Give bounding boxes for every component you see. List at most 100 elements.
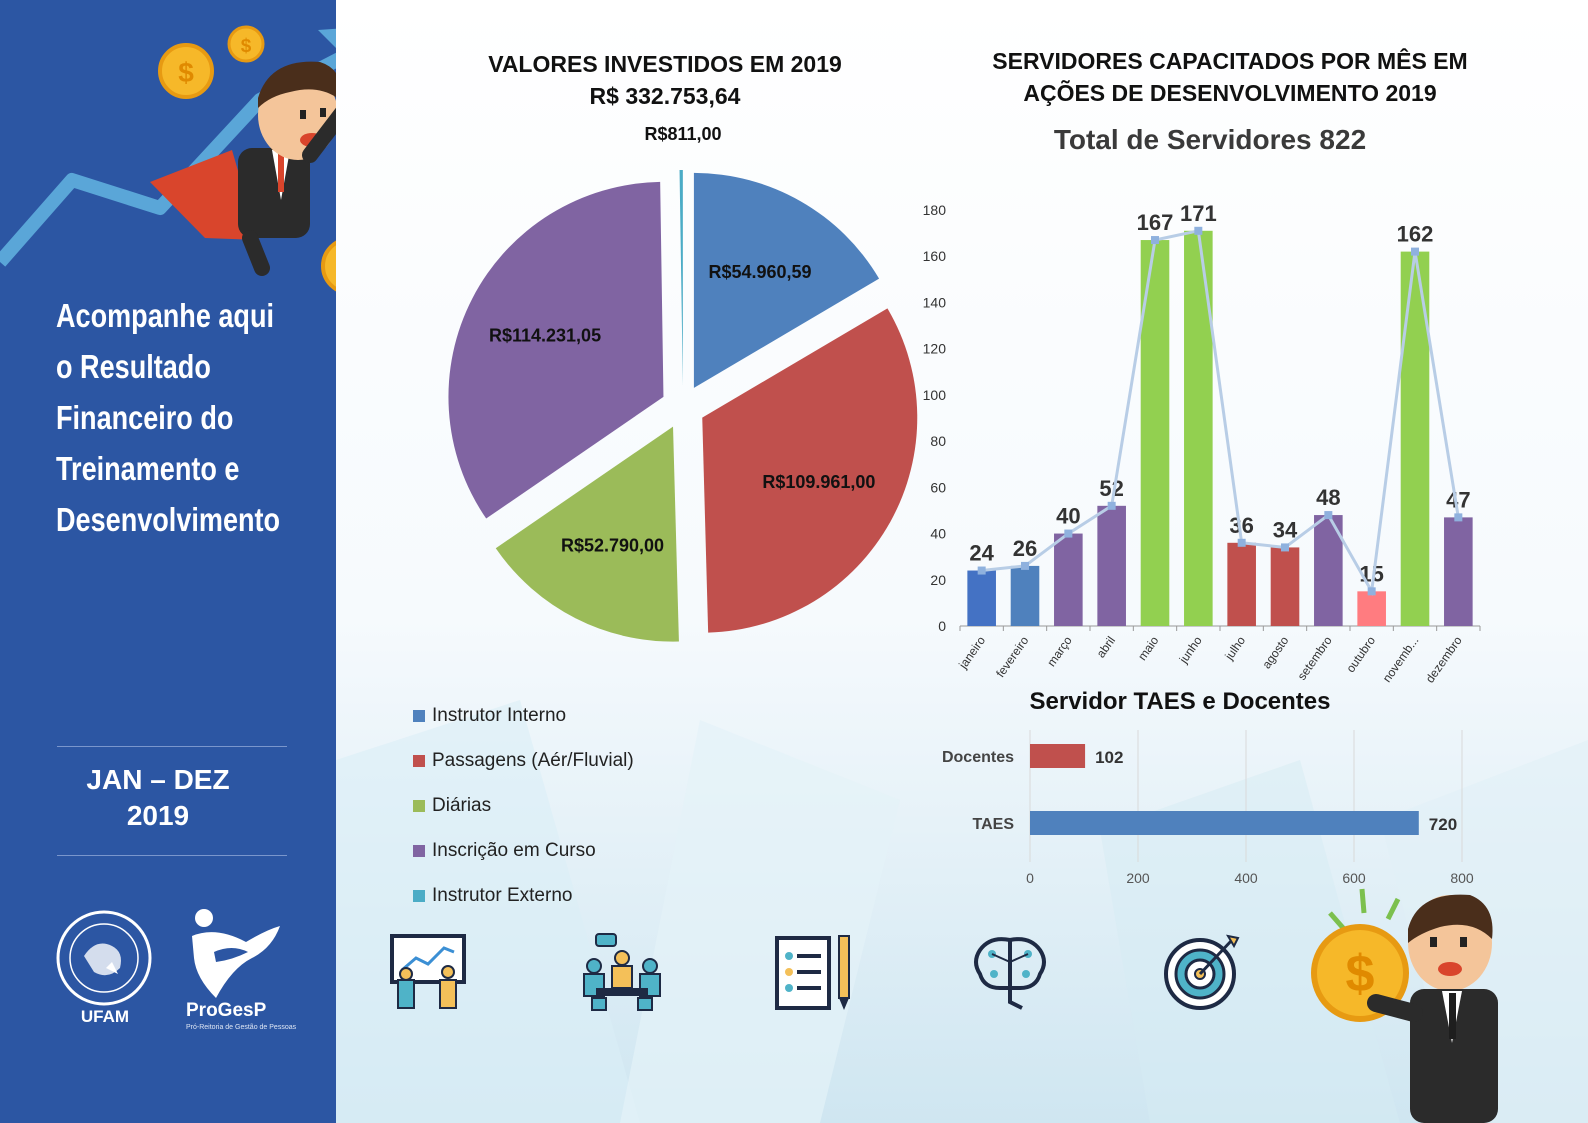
x-tick-label: julho: [1222, 633, 1249, 663]
x-tick-label: 0: [1026, 870, 1034, 886]
svg-text:$: $: [178, 57, 194, 88]
bar-title-line: SERVIDORES CAPACITADOS POR MÊS EM: [992, 48, 1468, 74]
headline-line: Treinamento e: [56, 450, 240, 487]
ufam-logo-label: UFAM: [80, 1007, 130, 1026]
legend-swatch: [413, 889, 425, 902]
x-tick-label: 600: [1342, 870, 1366, 886]
pie-chart: R$54.960,59 R$109.961,00 R$52.790,00 R$114.…: [448, 124, 918, 642]
line-marker: [1411, 247, 1419, 256]
pie-data-label: R$54.960,59: [708, 262, 811, 282]
total-label: Total de Servidores: [1053, 124, 1312, 155]
bar-data-label: 167: [1137, 210, 1174, 235]
pie-data-label: R$109.961,00: [762, 472, 875, 492]
bar: [1184, 230, 1213, 627]
y-tick-label: 20: [930, 572, 946, 588]
legend-swatch: [413, 844, 425, 857]
bar-data-label: 26: [1013, 536, 1037, 561]
series-line: [981, 228, 1460, 596]
legend-swatch: [413, 709, 425, 722]
bar: [1227, 542, 1256, 626]
pie-slice: [679, 170, 683, 386]
legend-item: Inscrição em Curso: [413, 828, 634, 873]
total-servers: Total de Servidores 822: [1000, 124, 1420, 156]
total-value: 822: [1319, 124, 1367, 155]
x-tick-label: fevereiro: [993, 633, 1031, 680]
bar-data-label: 48: [1316, 485, 1340, 510]
x-tick-label: outubro: [1343, 633, 1378, 675]
line-marker: [1064, 529, 1073, 538]
superhero-businessman-icon: [150, 61, 336, 276]
bar: [1010, 565, 1040, 626]
line-marker: [1107, 501, 1116, 510]
bar: [1357, 591, 1386, 626]
legend-label: Instrutor Interno: [432, 704, 567, 726]
progesp-logo-subtitle: Pró-Reitoria de Gestão de Pessoas: [186, 1024, 297, 1031]
brain-circuit-icon: [974, 937, 1046, 1010]
bar-data-label: 24: [969, 541, 994, 566]
x-tick-label: 400: [1234, 870, 1258, 886]
bar: [967, 570, 996, 626]
headline-line: Desenvolvimento: [56, 501, 281, 538]
legend-item: Instrutor Interno: [413, 693, 634, 738]
bar: [1054, 533, 1083, 626]
y-tick-label: 180: [923, 202, 947, 218]
bar: [1030, 811, 1419, 835]
period-year: 2019: [126, 800, 190, 831]
legend-swatch: [413, 754, 425, 767]
progesp-logo: [192, 909, 280, 998]
divider: [57, 855, 287, 856]
x-tick-label: junho: [1176, 633, 1205, 666]
growth-arrow-illustration: $ $ $: [0, 25, 336, 292]
y-tick-label: 100: [923, 387, 947, 403]
y-tick-label: 80: [930, 433, 946, 449]
pie-legend: Instrutor Interno Passagens (Aér/Fluvial…: [413, 693, 634, 918]
meeting-icon: [583, 933, 661, 1011]
x-tick-label: 800: [1450, 870, 1474, 886]
taes-docentes-chart: 0 200 400 600 800 Docentes 102 TAES 720: [942, 730, 1474, 886]
x-tick-label: abril: [1094, 634, 1118, 661]
line-marker: [1237, 538, 1246, 547]
bar-chart-title: SERVIDORES CAPACITADOS POR MÊS EM AÇÕES …: [960, 45, 1500, 109]
bar: [1097, 505, 1126, 626]
legend-label: Instrutor Externo: [432, 884, 573, 906]
bar-data-label: 171: [1180, 201, 1217, 226]
pie-data-label: R$811,00: [644, 124, 721, 144]
x-tick-label: novemb...: [1380, 634, 1422, 685]
pie-title-line: VALORES INVESTIDOS EM 2019: [488, 51, 842, 77]
ufam-seal-logo: [56, 910, 152, 1006]
sidebar: $ $ $ Acompanhe aqui o Resultado Fin: [0, 0, 336, 1123]
y-tick-label: 160: [923, 248, 947, 264]
bar-data-label: 162: [1397, 222, 1434, 247]
bar-data-label: 40: [1056, 504, 1080, 529]
legend-swatch: [413, 799, 425, 812]
coin-icon: $: [158, 43, 214, 99]
hbar-chart-title: Servidor TAES e Docentes: [1029, 688, 1331, 715]
svg-text:$: $: [241, 36, 252, 57]
x-tick-label: 200: [1126, 870, 1150, 886]
bar: [1444, 517, 1473, 626]
checklist-icon: [775, 935, 850, 1010]
line-marker: [977, 566, 986, 575]
y-tick-label: 0: [938, 618, 946, 634]
line-marker: [1281, 543, 1289, 552]
x-tick-label: janeiro: [955, 633, 988, 672]
y-tick-label: 140: [923, 294, 947, 310]
legend-item: Passagens (Aér/Fluvial): [413, 738, 634, 783]
period-range: JAN – DEZ: [86, 764, 230, 795]
pie-total-value: R$ 332.753,64: [589, 83, 741, 109]
target-icon: [1164, 934, 1240, 1010]
coin-icon: $: [227, 25, 265, 63]
x-tick-label: maio: [1135, 633, 1162, 663]
headline-line: Acompanhe aqui: [56, 297, 275, 334]
bar: [1270, 547, 1300, 626]
headline-line: o Resultado: [56, 348, 211, 385]
legend-label: Diárias: [432, 794, 492, 816]
y-tick-label: 60: [930, 479, 946, 495]
legend-item: Instrutor Externo: [413, 873, 634, 918]
pie-chart-title: VALORES INVESTIDOS EM 2019 R$ 332.753,64: [455, 48, 875, 112]
coin-icon: $: [321, 240, 336, 292]
headline-line: Financeiro do: [56, 399, 234, 436]
bar-data-label: 34: [1273, 517, 1298, 542]
line-marker: [1151, 236, 1159, 245]
legend-item: Diárias: [413, 783, 634, 828]
